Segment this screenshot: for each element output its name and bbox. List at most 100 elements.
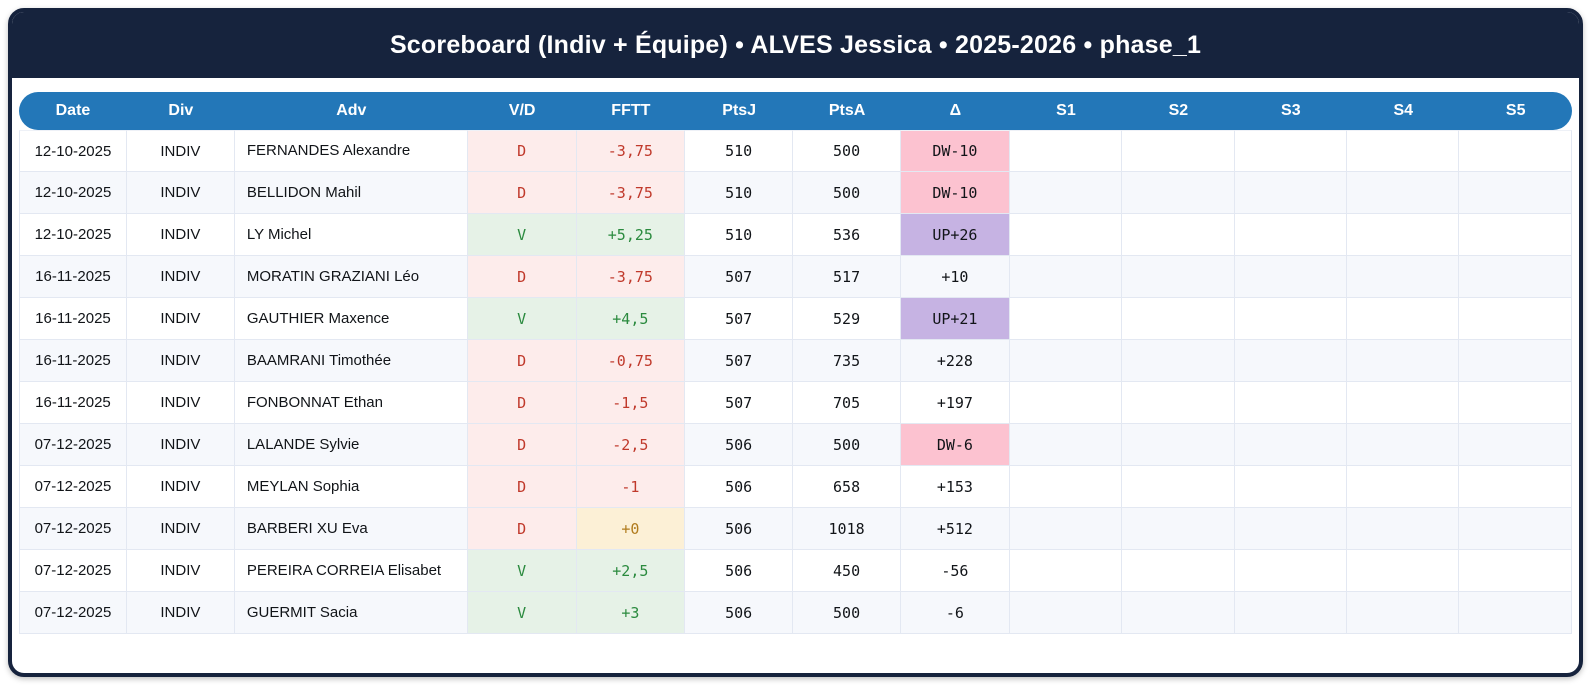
delta-cell: -56 [901,550,1010,592]
table-body: 12-10-2025 INDIV FERNANDES Alexandre D -3,75… [19,130,1572,634]
date-cell: 07-12-2025 [19,424,127,466]
delta-cell: DW-6 [901,424,1010,466]
table-row: 12-10-2025 INDIV FERNANDES Alexandre D -3,75… [19,130,1572,172]
adv-cell: LY Michel [234,214,468,256]
vd-cell: D [467,340,577,382]
column-header-date: Date [19,92,127,130]
delta-cell: +197 [901,382,1010,424]
date-cell: 07-12-2025 [19,550,127,592]
column-header-ptsa: PtsA [793,92,902,130]
ptsa-cell: 529 [793,298,902,340]
s1-cell [1009,256,1123,298]
delta-cell: -6 [901,592,1010,634]
date-cell: 12-10-2025 [19,214,127,256]
s5-cell [1459,340,1572,382]
ptsa-cell: 500 [793,130,902,172]
s5-cell [1459,298,1572,340]
title-bar: Scoreboard (Indiv + Équipe) • ALVES Jess… [12,12,1579,78]
div-cell: INDIV [126,550,235,592]
ptsj-cell: 506 [685,592,794,634]
s2-cell [1122,172,1235,214]
s3-cell [1234,340,1348,382]
ptsj-cell: 510 [685,130,794,172]
ptsj-cell: 510 [685,214,794,256]
div-cell: INDIV [126,424,235,466]
vd-cell: D [467,508,577,550]
s5-cell [1459,214,1572,256]
ptsa-cell: 705 [793,382,902,424]
s1-cell [1009,466,1123,508]
s4-cell [1347,592,1460,634]
s4-cell [1347,340,1460,382]
adv-cell: GUERMIT Sacia [234,592,468,634]
column-header-adv: Adv [234,92,468,130]
delta-cell: DW-10 [901,130,1010,172]
s3-cell [1234,550,1348,592]
delta-cell: UP+21 [901,298,1010,340]
table-row: 16-11-2025 INDIV GAUTHIER Maxence V +4,5 507 5… [19,298,1572,340]
s3-cell [1234,382,1348,424]
ptsa-cell: 735 [793,340,902,382]
table-row: 07-12-2025 INDIV LALANDE Sylvie D -2,5 506 500… [19,424,1572,466]
column-header-div: Div [126,92,235,130]
ptsj-cell: 507 [685,340,794,382]
fftt-cell: -1 [576,466,686,508]
ptsa-cell: 500 [793,592,902,634]
ptsa-cell: 536 [793,214,902,256]
vd-cell: V [467,298,577,340]
scoreboard-table: Date Div Adv V/D FFTT PtsJ PtsA Δ S1 S2 … [19,92,1572,634]
date-cell: 07-12-2025 [19,508,127,550]
s2-cell [1122,424,1235,466]
adv-cell: BELLIDON Mahil [234,172,468,214]
s3-cell [1234,466,1348,508]
s1-cell [1009,592,1123,634]
table-header-row: Date Div Adv V/D FFTT PtsJ PtsA Δ S1 S2 … [19,92,1572,130]
s4-cell [1347,172,1460,214]
vd-cell: D [467,382,577,424]
s2-cell [1122,130,1235,172]
column-header-s4: S4 [1347,92,1460,130]
adv-cell: MEYLAN Sophia [234,466,468,508]
s1-cell [1009,298,1123,340]
fftt-cell: -2,5 [576,424,686,466]
ptsj-cell: 506 [685,550,794,592]
div-cell: INDIV [126,130,235,172]
vd-cell: D [467,172,577,214]
delta-cell: +228 [901,340,1010,382]
column-header-s5: S5 [1459,92,1572,130]
page-title: Scoreboard (Indiv + Équipe) • ALVES Jess… [389,30,1202,59]
table-row: 07-12-2025 INDIV PEREIRA CORREIA Elisabet V… [19,550,1572,592]
adv-cell: FERNANDES Alexandre [234,130,468,172]
ptsa-cell: 500 [793,172,902,214]
s2-cell [1122,466,1235,508]
ptsj-cell: 510 [685,172,794,214]
s3-cell [1234,592,1348,634]
ptsj-cell: 506 [685,424,794,466]
fftt-cell: -1,5 [576,382,686,424]
adv-cell: BAAMRANI Timothée [234,340,468,382]
s2-cell [1122,298,1235,340]
s3-cell [1234,214,1348,256]
table-row: 07-12-2025 INDIV BARBERI XU Eva D +0 506 1018 +… [19,508,1572,550]
ptsj-cell: 506 [685,466,794,508]
div-cell: INDIV [126,466,235,508]
s4-cell [1347,550,1460,592]
ptsj-cell: 506 [685,508,794,550]
s2-cell [1122,592,1235,634]
s4-cell [1347,424,1460,466]
s4-cell [1347,214,1460,256]
table-row: 16-11-2025 INDIV BAAMRANI Timothée D -0,75 50… [19,340,1572,382]
s5-cell [1459,508,1572,550]
s5-cell [1459,172,1572,214]
date-cell: 12-10-2025 [19,130,127,172]
s2-cell [1122,214,1235,256]
table-row: 07-12-2025 INDIV MEYLAN Sophia D -1 506 658 +15… [19,466,1572,508]
fftt-cell: -0,75 [576,340,686,382]
vd-cell: V [467,550,577,592]
div-cell: INDIV [126,172,235,214]
s4-cell [1347,256,1460,298]
adv-cell: LALANDE Sylvie [234,424,468,466]
column-header-vd: V/D [467,92,577,130]
vd-cell: D [467,466,577,508]
ptsj-cell: 507 [685,256,794,298]
